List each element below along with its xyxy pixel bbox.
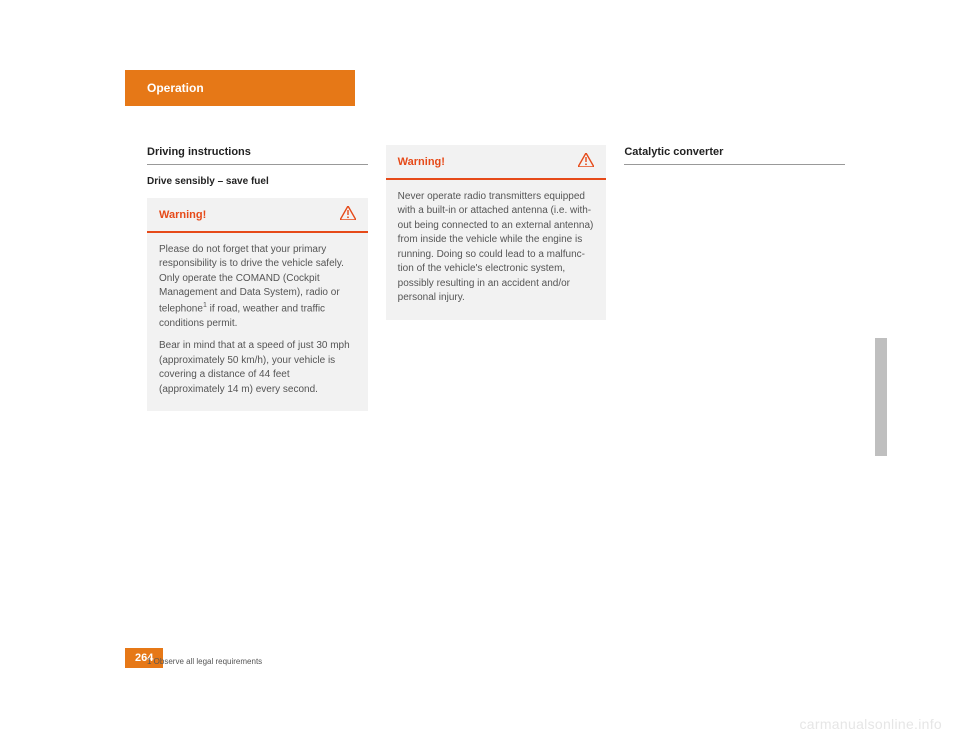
warning1-p2: Bear in mind that at a speed of just 30 … bbox=[159, 339, 356, 397]
warning1-header: Warning! bbox=[147, 198, 368, 233]
content-columns: Driving instructions Drive sensibly – sa… bbox=[147, 145, 845, 411]
footnote: 1 Observe all legal requirements bbox=[147, 657, 262, 666]
warning-box-1: Warning! Please do not forget that your … bbox=[147, 198, 368, 411]
warning-box-2: Warning! Never operate radio transmitter… bbox=[386, 145, 607, 320]
warning2-p1: Never operate radio transmitters equippe… bbox=[398, 190, 595, 306]
warning2-header: Warning! bbox=[386, 145, 607, 180]
col3-title: Catalytic converter bbox=[624, 145, 845, 160]
watermark: carmanualsonline.info bbox=[800, 716, 943, 732]
manual-page: Operation Driving instructions Drive sen… bbox=[95, 70, 875, 680]
warning1-p1: Please do not forget that your primary r… bbox=[159, 243, 356, 331]
warning2-title: Warning! bbox=[398, 155, 445, 170]
col3-rule bbox=[624, 164, 845, 165]
section-tab: Operation bbox=[125, 70, 355, 106]
column-1: Driving instructions Drive sensibly – sa… bbox=[147, 145, 368, 411]
column-2: Warning! Never operate radio transmitter… bbox=[386, 145, 607, 411]
col1-title: Driving instructions bbox=[147, 145, 368, 160]
warning-icon bbox=[578, 153, 594, 172]
side-index-tab bbox=[875, 338, 887, 456]
col1-body: Drive sensibly – save fuel bbox=[147, 175, 368, 189]
warning1-title: Warning! bbox=[159, 208, 206, 223]
col1-subtitle: Drive sensibly – save fuel bbox=[147, 176, 269, 187]
warning-icon bbox=[340, 206, 356, 225]
warning1-body: Please do not forget that your primary r… bbox=[147, 233, 368, 411]
warning2-body: Never operate radio transmitters equippe… bbox=[386, 180, 607, 320]
col1-rule bbox=[147, 164, 368, 165]
column-3: Catalytic converter bbox=[624, 145, 845, 411]
section-tab-label: Operation bbox=[147, 81, 204, 95]
